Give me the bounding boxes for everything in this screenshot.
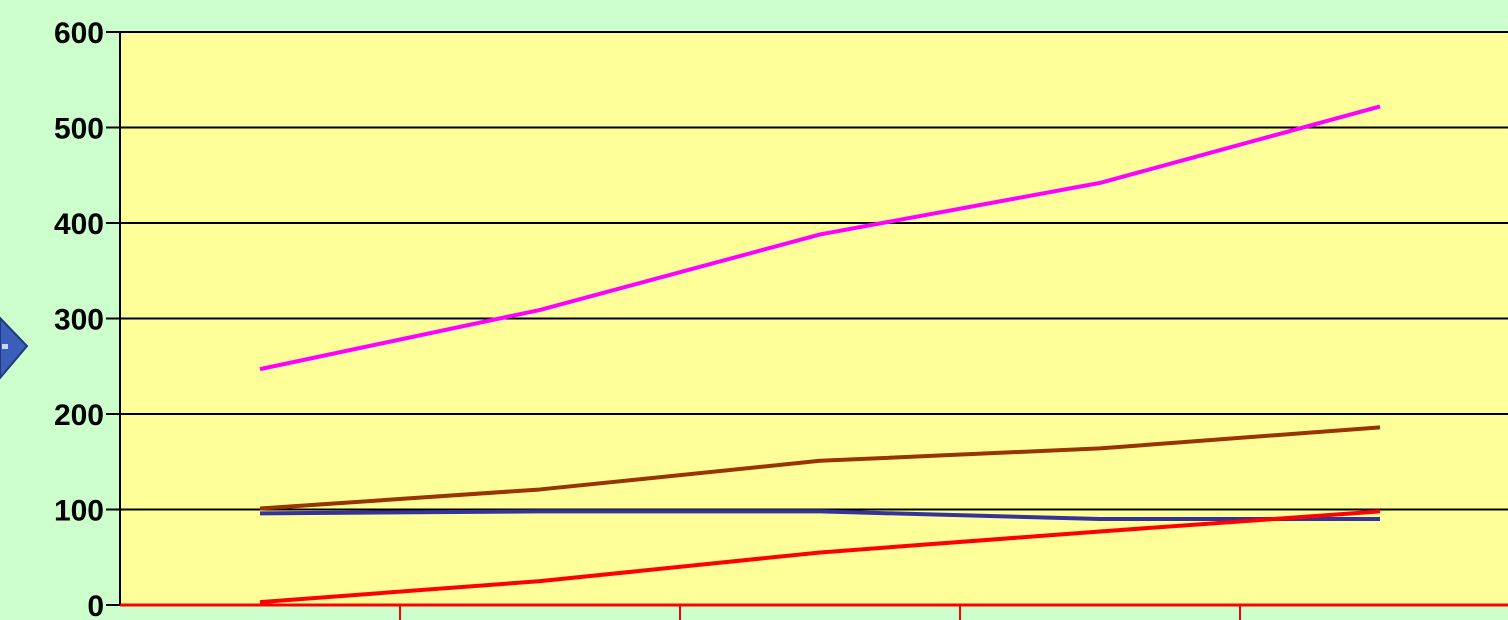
series-line-4	[259, 509, 1381, 605]
series-lines	[259, 104, 1381, 605]
y-tick-label: 400	[54, 208, 104, 241]
blue-diamond-icon[interactable]	[0, 316, 29, 380]
y-tick-label: 600	[54, 17, 104, 50]
gridlines	[120, 31, 1508, 511]
series-line-2	[259, 425, 1381, 511]
y-tick-label: 0	[87, 590, 104, 620]
series-line-3	[259, 509, 1380, 522]
y-tick-label: 300	[54, 304, 104, 337]
y-tick-label: 200	[54, 399, 104, 432]
y-axis-ticks: 0 100 200 300 400 500 600	[54, 17, 120, 620]
y-tick-label: 100	[54, 495, 104, 528]
series-line-1	[259, 104, 1381, 372]
y-tick-label: 500	[54, 113, 104, 146]
